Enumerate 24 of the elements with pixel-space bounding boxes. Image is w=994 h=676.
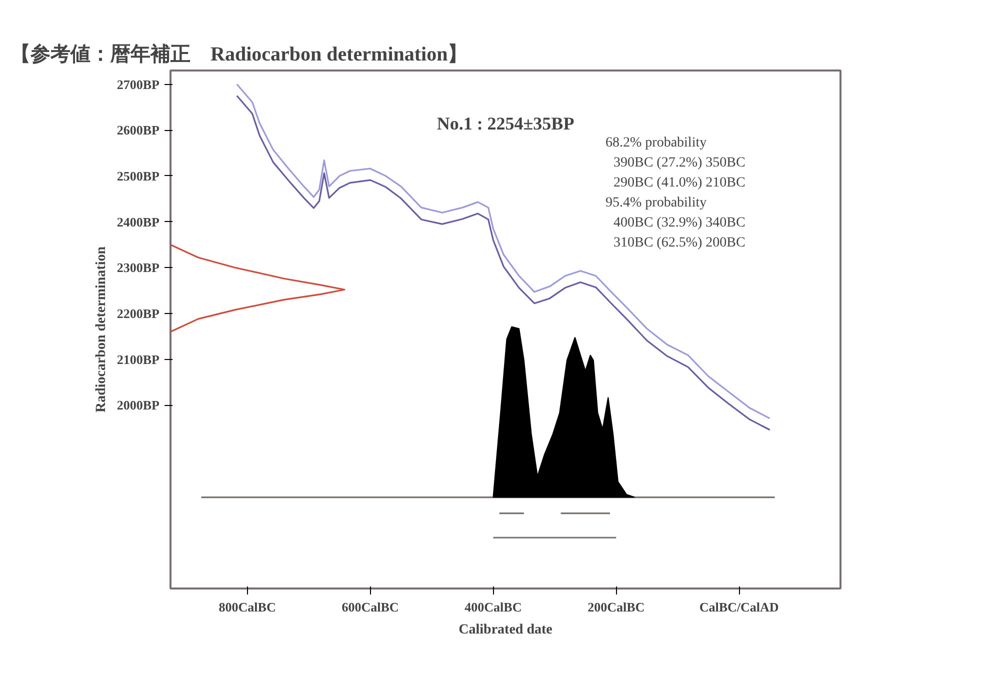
y-tick-label: 2300BP (116, 260, 160, 276)
annotation: 310BC (62.5%) 200BC (614, 236, 746, 250)
y-tick-label: 2200BP (116, 306, 160, 321)
y-axis-title: Radiocarbon determination (94, 246, 109, 413)
y-tick-label: 2400BP (116, 214, 160, 230)
y-tick-label: 2000BP (116, 398, 160, 413)
x-tick-label: 800CalBC (218, 600, 276, 614)
x-tick-label: 400CalBC (464, 600, 522, 614)
chart-title: 【参考値：暦年補正 Radiocarbon determination】 (10, 42, 468, 66)
x-tick-label: CalBC/CalAD (699, 600, 779, 614)
y-tick-label: 2100BP (116, 352, 160, 367)
annotation: 400BC (32.9%) 340BC (614, 216, 746, 230)
y-tick-label: 2500BP (116, 168, 160, 184)
annotation: 95.4% probability (606, 196, 707, 210)
x-tick-label: 200CalBC (588, 600, 645, 614)
y-tick-label: 2700BP (116, 76, 160, 92)
y-tick-label: 2600BP (116, 122, 160, 138)
annotation: 290BC (41.0%) 210BC (614, 176, 746, 190)
x-axis-title: Calibrated date (458, 622, 552, 638)
annotation: No.1 : 2254±35BP (436, 114, 574, 134)
line-series (170, 244, 346, 333)
annotation: 68.2% probability (606, 136, 707, 150)
annotation: 390BC (27.2%) 350BC (614, 156, 746, 170)
x-tick-label: 600CalBC (342, 600, 399, 614)
